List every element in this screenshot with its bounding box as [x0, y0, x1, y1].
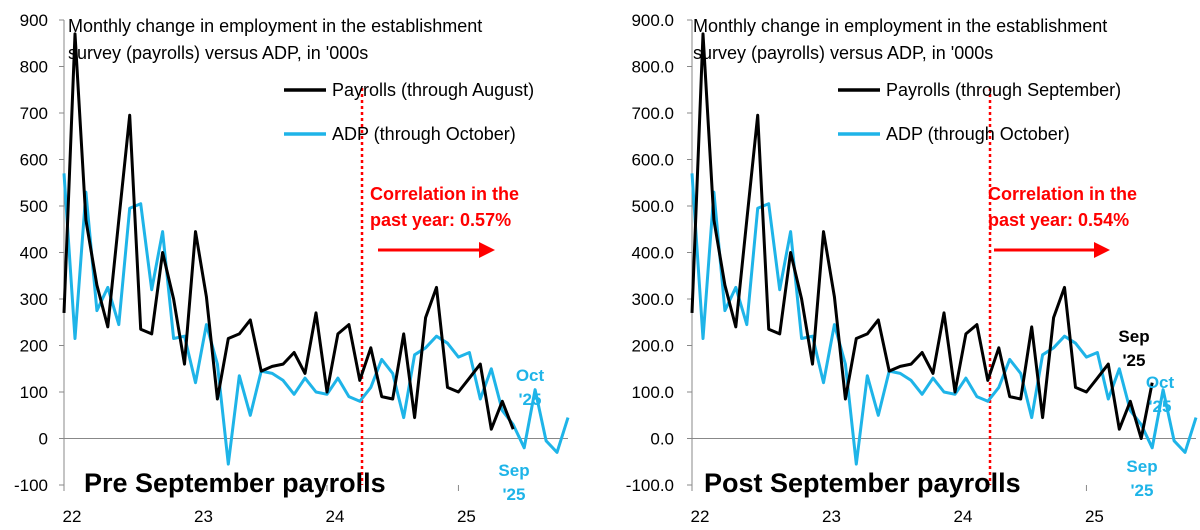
legend-label-payrolls: Payrolls (through August) — [332, 80, 534, 100]
y-tick-label: 500 — [20, 197, 48, 216]
x-tick-label: 24 — [325, 507, 344, 526]
x-tick-label: 24 — [953, 507, 972, 526]
chart-panel-2: -100.0 0.0 100.0 200.0 300.0 400.0 500.0 600.0 7… — [626, 11, 1198, 526]
y-tick-label: 600.0 — [631, 151, 674, 170]
chart-title-line-1: Monthly change in employment in the esta… — [693, 16, 1107, 36]
x-tick-label: 22 — [63, 507, 82, 526]
y-tick-label: -100 — [14, 476, 48, 495]
x-tick-label: 23 — [822, 507, 841, 526]
end-label-line-1: Sep — [1126, 457, 1157, 476]
end-label-line-2: '25 — [503, 485, 526, 504]
y-tick-label: 100 — [20, 383, 48, 402]
y-tick-label: 800 — [20, 58, 48, 77]
end-label-line-2: '25 — [1123, 351, 1146, 370]
chart-panel-1: -100 0 100 200 300 400 500 600 700 800 900 22 23 24 25… — [14, 11, 570, 526]
y-tick-label: 600 — [20, 151, 48, 170]
panel-label: Pre September payrolls — [84, 468, 386, 498]
x-tick-label: 22 — [691, 507, 710, 526]
y-tick-label: 0.0 — [650, 430, 674, 449]
y-tick-label: -100.0 — [626, 476, 674, 495]
legend-label-adp: ADP (through October) — [332, 124, 516, 144]
y-tick-label: 500.0 — [631, 197, 674, 216]
series-line-payrolls — [62, 32, 515, 431]
y-tick-label: 900 — [20, 11, 48, 30]
y-tick-label: 200.0 — [631, 337, 674, 356]
chart-title-line-1: Monthly change in employment in the esta… — [68, 16, 482, 36]
chart-title-line-2: survey (payrolls) versus ADP, in '000s — [68, 43, 368, 63]
y-tick-label: 700.0 — [631, 104, 674, 123]
end-label-line-2: '25 — [1131, 481, 1154, 500]
correlation-text-line-2: past year: 0.54% — [988, 210, 1129, 230]
y-tick-label: 800.0 — [631, 58, 674, 77]
chart-title-line-2: survey (payrolls) versus ADP, in '000s — [693, 43, 993, 63]
end-label-line-1: Oct — [1146, 373, 1175, 392]
end-label-line-1: Sep — [498, 461, 529, 480]
y-tick-label: 400.0 — [631, 244, 674, 263]
correlation-text-line-2: past year: 0.57% — [370, 210, 511, 230]
y-tick-label: 0 — [39, 430, 48, 449]
arrow-head — [1094, 242, 1110, 258]
x-tick-label: 23 — [194, 507, 213, 526]
end-label-line-1: Oct — [516, 366, 545, 385]
legend-label-payrolls: Payrolls (through September) — [886, 80, 1121, 100]
panel-label: Post September payrolls — [704, 468, 1021, 498]
y-tick-label: 700 — [20, 104, 48, 123]
correlation-text-line-1: Correlation in the — [370, 184, 519, 204]
y-tick-label: 300 — [20, 290, 48, 309]
end-label-line-2: '25 — [519, 390, 542, 409]
y-tick-label: 900.0 — [631, 11, 674, 30]
y-tick-label: 400 — [20, 244, 48, 263]
correlation-text-line-1: Correlation in the — [988, 184, 1137, 204]
y-tick-label: 200 — [20, 337, 48, 356]
end-label-line-1: Sep — [1118, 327, 1149, 346]
arrow-head — [479, 242, 495, 258]
end-label-line-2: '25 — [1149, 397, 1172, 416]
x-tick-label: 25 — [1085, 507, 1104, 526]
x-tick-label: 25 — [457, 507, 476, 526]
legend-label-adp: ADP (through October) — [886, 124, 1070, 144]
y-tick-label: 300.0 — [631, 290, 674, 309]
y-tick-label: 100.0 — [631, 383, 674, 402]
series-line-payrolls — [690, 32, 1154, 440]
